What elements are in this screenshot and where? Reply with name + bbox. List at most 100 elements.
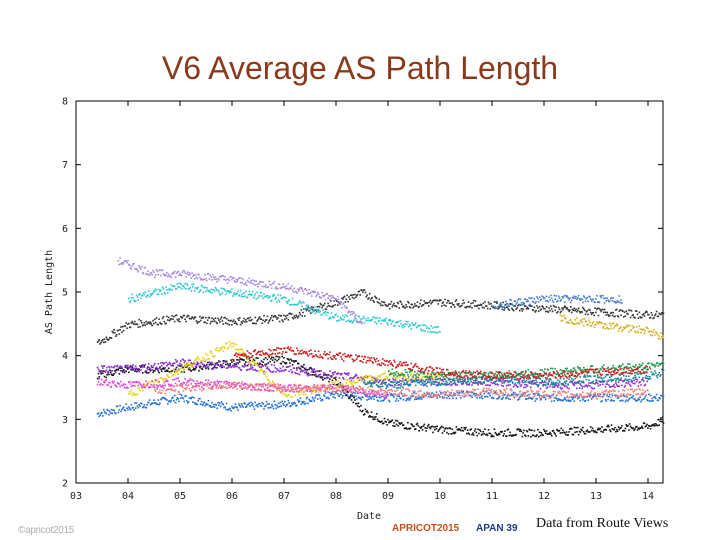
data-point — [579, 376, 582, 378]
data-point — [421, 304, 424, 306]
data-point — [509, 431, 511, 434]
data-point — [298, 288, 301, 290]
data-point — [546, 433, 549, 435]
data-point — [383, 381, 386, 384]
data-point — [489, 432, 491, 435]
data-point — [376, 384, 379, 387]
data-point — [553, 384, 556, 386]
data-point — [262, 319, 264, 322]
data-point — [462, 382, 465, 385]
data-point — [296, 390, 298, 393]
data-point — [209, 351, 212, 353]
data-point — [241, 293, 244, 296]
data-point — [294, 316, 296, 319]
data-point — [259, 318, 262, 320]
data-point — [111, 412, 114, 415]
data-point — [154, 276, 156, 279]
data-point — [438, 300, 440, 302]
data-point — [371, 390, 374, 393]
data-point — [137, 384, 140, 387]
data-point — [353, 380, 355, 383]
data-point — [655, 375, 658, 377]
data-point — [593, 393, 595, 395]
data-point — [284, 385, 286, 387]
data-point — [115, 333, 118, 336]
data-point — [187, 288, 190, 290]
data-point — [487, 380, 490, 382]
data-point — [329, 295, 332, 297]
data-point — [313, 383, 316, 386]
data-point — [622, 316, 625, 318]
data-point — [410, 378, 413, 381]
data-point — [105, 378, 108, 381]
data-point — [430, 382, 433, 385]
data-point — [505, 435, 507, 437]
data-point — [347, 384, 349, 386]
data-point — [315, 389, 317, 392]
data-point — [124, 409, 127, 412]
data-point — [482, 430, 485, 433]
data-point — [271, 384, 273, 386]
data-point — [360, 320, 362, 323]
data-point — [312, 291, 315, 294]
data-point — [173, 320, 176, 323]
data-point — [168, 385, 171, 387]
data-point — [362, 291, 364, 293]
data-point — [372, 382, 374, 385]
data-point — [198, 369, 200, 372]
data-point — [132, 392, 134, 394]
data-point — [147, 401, 150, 404]
data-point — [193, 318, 195, 320]
data-point — [559, 432, 562, 434]
data-point — [430, 325, 433, 327]
data-point — [413, 394, 415, 397]
data-point — [334, 304, 336, 306]
data-point — [203, 358, 205, 360]
data-point — [183, 361, 186, 364]
data-point — [627, 424, 629, 427]
data-point — [317, 393, 320, 396]
data-point — [340, 391, 342, 393]
data-point — [587, 394, 589, 396]
data-point — [213, 406, 216, 408]
data-point — [418, 373, 420, 376]
data-point — [142, 272, 145, 275]
data-point — [390, 300, 393, 303]
data-point — [341, 383, 343, 386]
data-point — [274, 358, 277, 361]
data-point — [395, 371, 398, 373]
data-point — [505, 391, 507, 393]
data-point — [152, 371, 154, 374]
data-point — [148, 367, 151, 369]
data-point — [107, 409, 109, 412]
data-point — [397, 372, 400, 375]
data-point — [602, 431, 604, 433]
data-point — [398, 395, 400, 397]
data-point — [422, 425, 425, 427]
data-point — [589, 309, 591, 311]
data-point — [315, 391, 317, 393]
data-point — [359, 378, 361, 380]
data-point — [396, 380, 399, 383]
data-point — [201, 356, 204, 359]
data-point — [265, 367, 268, 370]
data-point — [245, 282, 247, 284]
data-point — [189, 397, 192, 399]
data-point — [455, 426, 458, 428]
data-point — [179, 393, 181, 396]
data-point — [184, 395, 186, 398]
data-point — [399, 423, 401, 425]
data-point — [166, 388, 168, 391]
data-point — [439, 379, 441, 382]
data-point — [297, 387, 299, 389]
data-point — [286, 386, 289, 388]
data-point — [278, 405, 281, 408]
data-point — [656, 376, 659, 379]
data-point — [427, 327, 430, 329]
data-point — [148, 296, 151, 298]
data-point — [341, 297, 343, 299]
data-point — [585, 430, 588, 433]
data-point — [157, 385, 160, 387]
data-point — [285, 366, 288, 368]
data-point — [537, 390, 540, 393]
